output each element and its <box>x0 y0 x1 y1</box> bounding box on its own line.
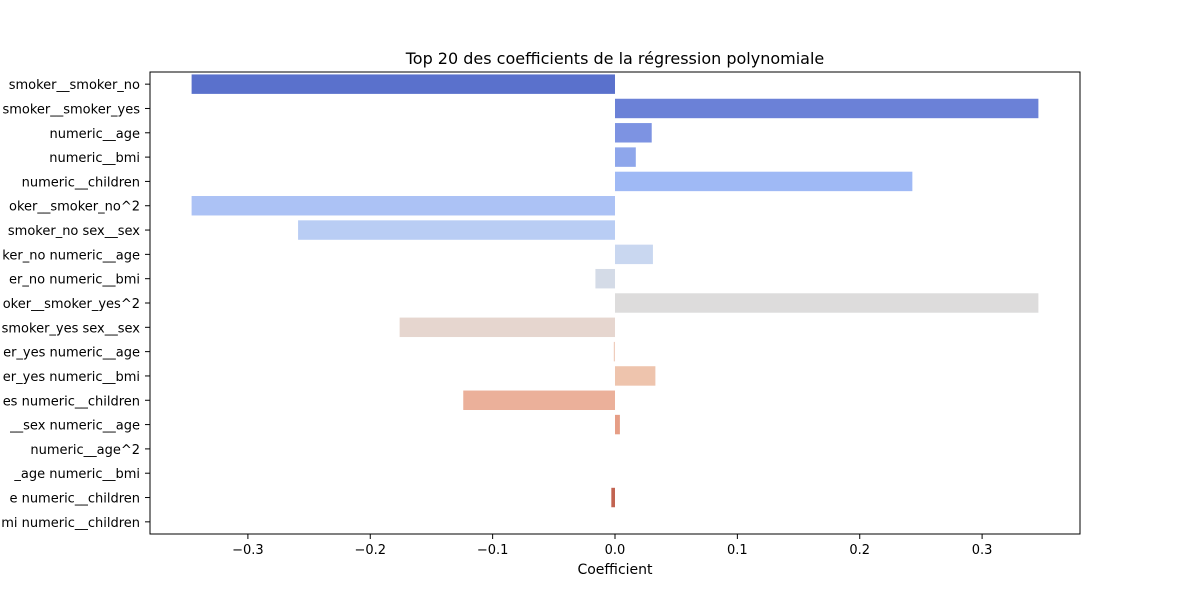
y-tick-label: oker__smoker_yes^2 <box>3 297 140 312</box>
y-tick-label: numeric__bmi <box>49 151 140 166</box>
x-tick-label: −0.2 <box>354 543 386 558</box>
chart-title: Top 20 des coefficients de la régression… <box>405 49 825 68</box>
bars-group <box>191 74 1039 508</box>
y-tick-label: ker_no numeric__age <box>2 248 140 263</box>
x-tick-label: 0.3 <box>972 543 993 558</box>
y-tick-label: smoker_no sex__sex <box>8 224 140 239</box>
y-tick-label: e numeric__children <box>9 492 140 507</box>
x-tick-label: −0.3 <box>232 543 264 558</box>
y-tick-label: mi numeric__children <box>1 516 140 531</box>
y-tick-label: __sex numeric__age <box>9 419 140 434</box>
x-tick-label: 0.2 <box>849 543 870 558</box>
y-tick-labels: smoker__smoker_no smoker__smoker_yesnumer… <box>1 78 150 531</box>
bar <box>191 74 615 94</box>
bar <box>191 196 615 216</box>
bar <box>615 171 913 192</box>
y-tick-label: numeric__age <box>50 127 140 142</box>
plot-frame <box>149 71 1081 535</box>
bar <box>615 123 652 143</box>
bar <box>615 293 1039 313</box>
bar <box>595 268 615 289</box>
y-tick-label: er_no numeric__bmi <box>9 273 140 288</box>
y-tick-label: smoker__smoker_no <box>9 78 140 93</box>
y-tick-label: oker__smoker_no^2 <box>9 200 140 215</box>
x-tick-label: 0.0 <box>605 543 626 558</box>
bar <box>613 341 615 362</box>
bar <box>615 147 636 167</box>
y-tick-label: es numeric__children <box>3 394 140 409</box>
bar <box>615 414 620 435</box>
bar <box>298 220 615 240</box>
y-tick-label: er_yes numeric__age <box>3 346 140 361</box>
x-axis-label: Coefficient <box>577 562 653 578</box>
bar <box>463 390 615 410</box>
bar <box>615 98 1039 119</box>
y-tick-label: smoker__smoker_yes <box>2 102 140 117</box>
x-tick-label: 0.1 <box>727 543 748 558</box>
y-tick-label: numeric__age^2 <box>30 443 140 458</box>
bar <box>615 244 653 265</box>
y-tick-label: numeric__children <box>22 175 140 190</box>
y-tick-label: smoker_yes sex__sex <box>2 321 141 336</box>
y-tick-label: er_yes numeric__bmi <box>3 370 140 385</box>
bar <box>399 317 615 338</box>
bar <box>611 487 615 508</box>
x-axis-ticks: −0.3 −0.2 −0.1 0.0 0.1 0.2 0.3 <box>232 534 992 558</box>
y-tick-label: _age numeric__bmi <box>13 467 140 482</box>
bar <box>615 366 656 386</box>
x-tick-label: −0.1 <box>477 543 509 558</box>
